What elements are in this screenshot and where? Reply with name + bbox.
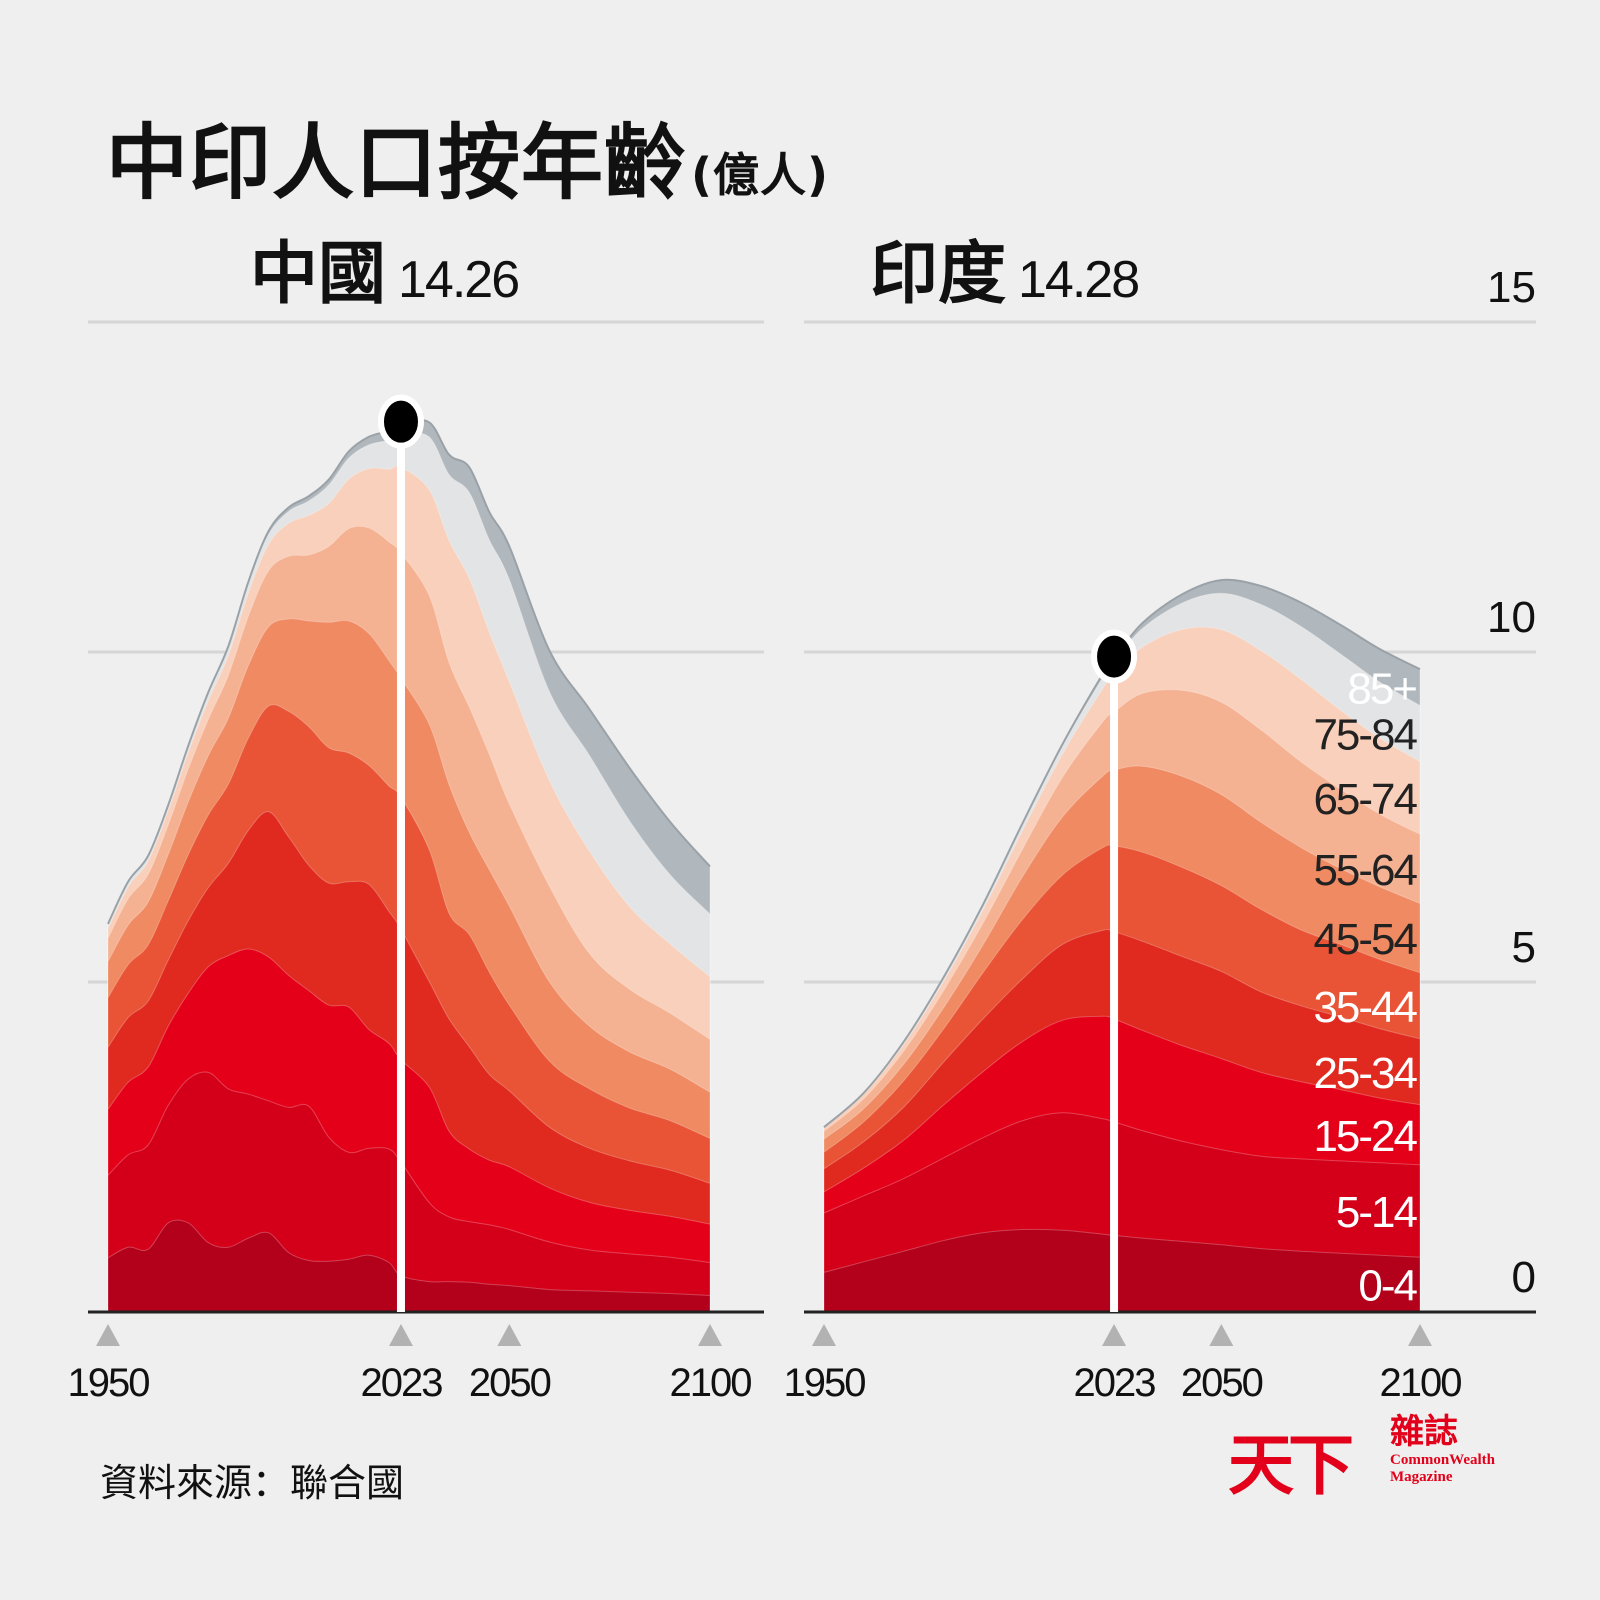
age-label-75-84: 75-84 bbox=[1313, 711, 1417, 760]
xtick-mark-china-2023 bbox=[388, 1324, 413, 1346]
age-label-85+: 85+ bbox=[1347, 664, 1416, 713]
xtick-label-china-2050: 2050 bbox=[469, 1361, 551, 1405]
xtick-mark-china-1950 bbox=[96, 1324, 120, 1346]
age-label-35-44: 35-44 bbox=[1313, 983, 1417, 1032]
xtick-mark-india-2100 bbox=[1408, 1324, 1432, 1346]
chart-title: 中印人口按年齡(億人) bbox=[106, 96, 829, 215]
age-label-45-54: 45-54 bbox=[1313, 915, 1417, 964]
outline-china bbox=[107, 419, 711, 925]
china-panel-title: 中國 14.26 bbox=[250, 218, 520, 317]
xtick-mark-india-1950 bbox=[812, 1324, 836, 1346]
age-label-0-4: 0-4 bbox=[1358, 1262, 1417, 1311]
xtick-mark-india-2050 bbox=[1209, 1324, 1234, 1346]
xtick-label-india-1950: 1950 bbox=[784, 1361, 866, 1405]
ytick-label-0: 0 bbox=[1512, 1253, 1536, 1302]
logo-chinese-sub: 雜誌 bbox=[1390, 1412, 1458, 1452]
xtick-label-india-2100: 2100 bbox=[1380, 1361, 1462, 1405]
logo-english-line1: CommonWealth bbox=[1390, 1452, 1495, 1468]
india-total: 14.28 bbox=[1018, 251, 1140, 309]
xtick-mark-india-2023 bbox=[1102, 1324, 1127, 1346]
age-label-5-14: 5-14 bbox=[1336, 1188, 1418, 1237]
xtick-label-china-2100: 2100 bbox=[670, 1361, 752, 1405]
logo-english-line2: Magazine bbox=[1390, 1469, 1453, 1485]
xtick-label-china-1950: 1950 bbox=[68, 1361, 150, 1405]
china-total: 14.26 bbox=[398, 251, 520, 309]
stacked-areas bbox=[107, 419, 1421, 1313]
age-label-25-34: 25-34 bbox=[1313, 1049, 1417, 1098]
marker-dot-india bbox=[1091, 629, 1138, 684]
age-label-15-24: 15-24 bbox=[1313, 1112, 1417, 1161]
xtick-label-china-2023: 2023 bbox=[360, 1361, 442, 1405]
ytick-label-15: 15 bbox=[1487, 263, 1536, 312]
logo-english: CommonWealth Magazine bbox=[1390, 1452, 1495, 1486]
area-china-0-4 bbox=[107, 1219, 711, 1313]
age-label-65-74: 65-74 bbox=[1313, 775, 1417, 824]
axis-labels: 1950 2023 2050 2100 1950 2023 2050 2100 0-4 5-14 1… bbox=[68, 263, 1536, 1405]
xtick-label-india-2050: 2050 bbox=[1181, 1361, 1263, 1405]
ytick-label-5: 5 bbox=[1512, 923, 1536, 972]
age-label-55-64: 55-64 bbox=[1313, 846, 1417, 895]
unit-label: (億人) bbox=[691, 148, 830, 202]
logo-chinese: 天下 bbox=[1228, 1426, 1354, 1504]
marker-dot-china bbox=[377, 394, 424, 449]
china-name: 中國 bbox=[250, 235, 387, 314]
xtick-label-india-2023: 2023 bbox=[1074, 1361, 1156, 1405]
xtick-mark-china-2100 bbox=[698, 1324, 722, 1346]
india-panel-title: 印度 14.28 bbox=[870, 218, 1140, 317]
overlays bbox=[88, 394, 1536, 1346]
india-name: 印度 bbox=[870, 235, 1007, 314]
title-text: 中印人口按年齡 bbox=[106, 116, 688, 211]
xtick-mark-china-2050 bbox=[497, 1324, 522, 1346]
source-note: 資料來源：聯合國 bbox=[100, 1461, 405, 1505]
ytick-label-10: 10 bbox=[1487, 593, 1536, 642]
